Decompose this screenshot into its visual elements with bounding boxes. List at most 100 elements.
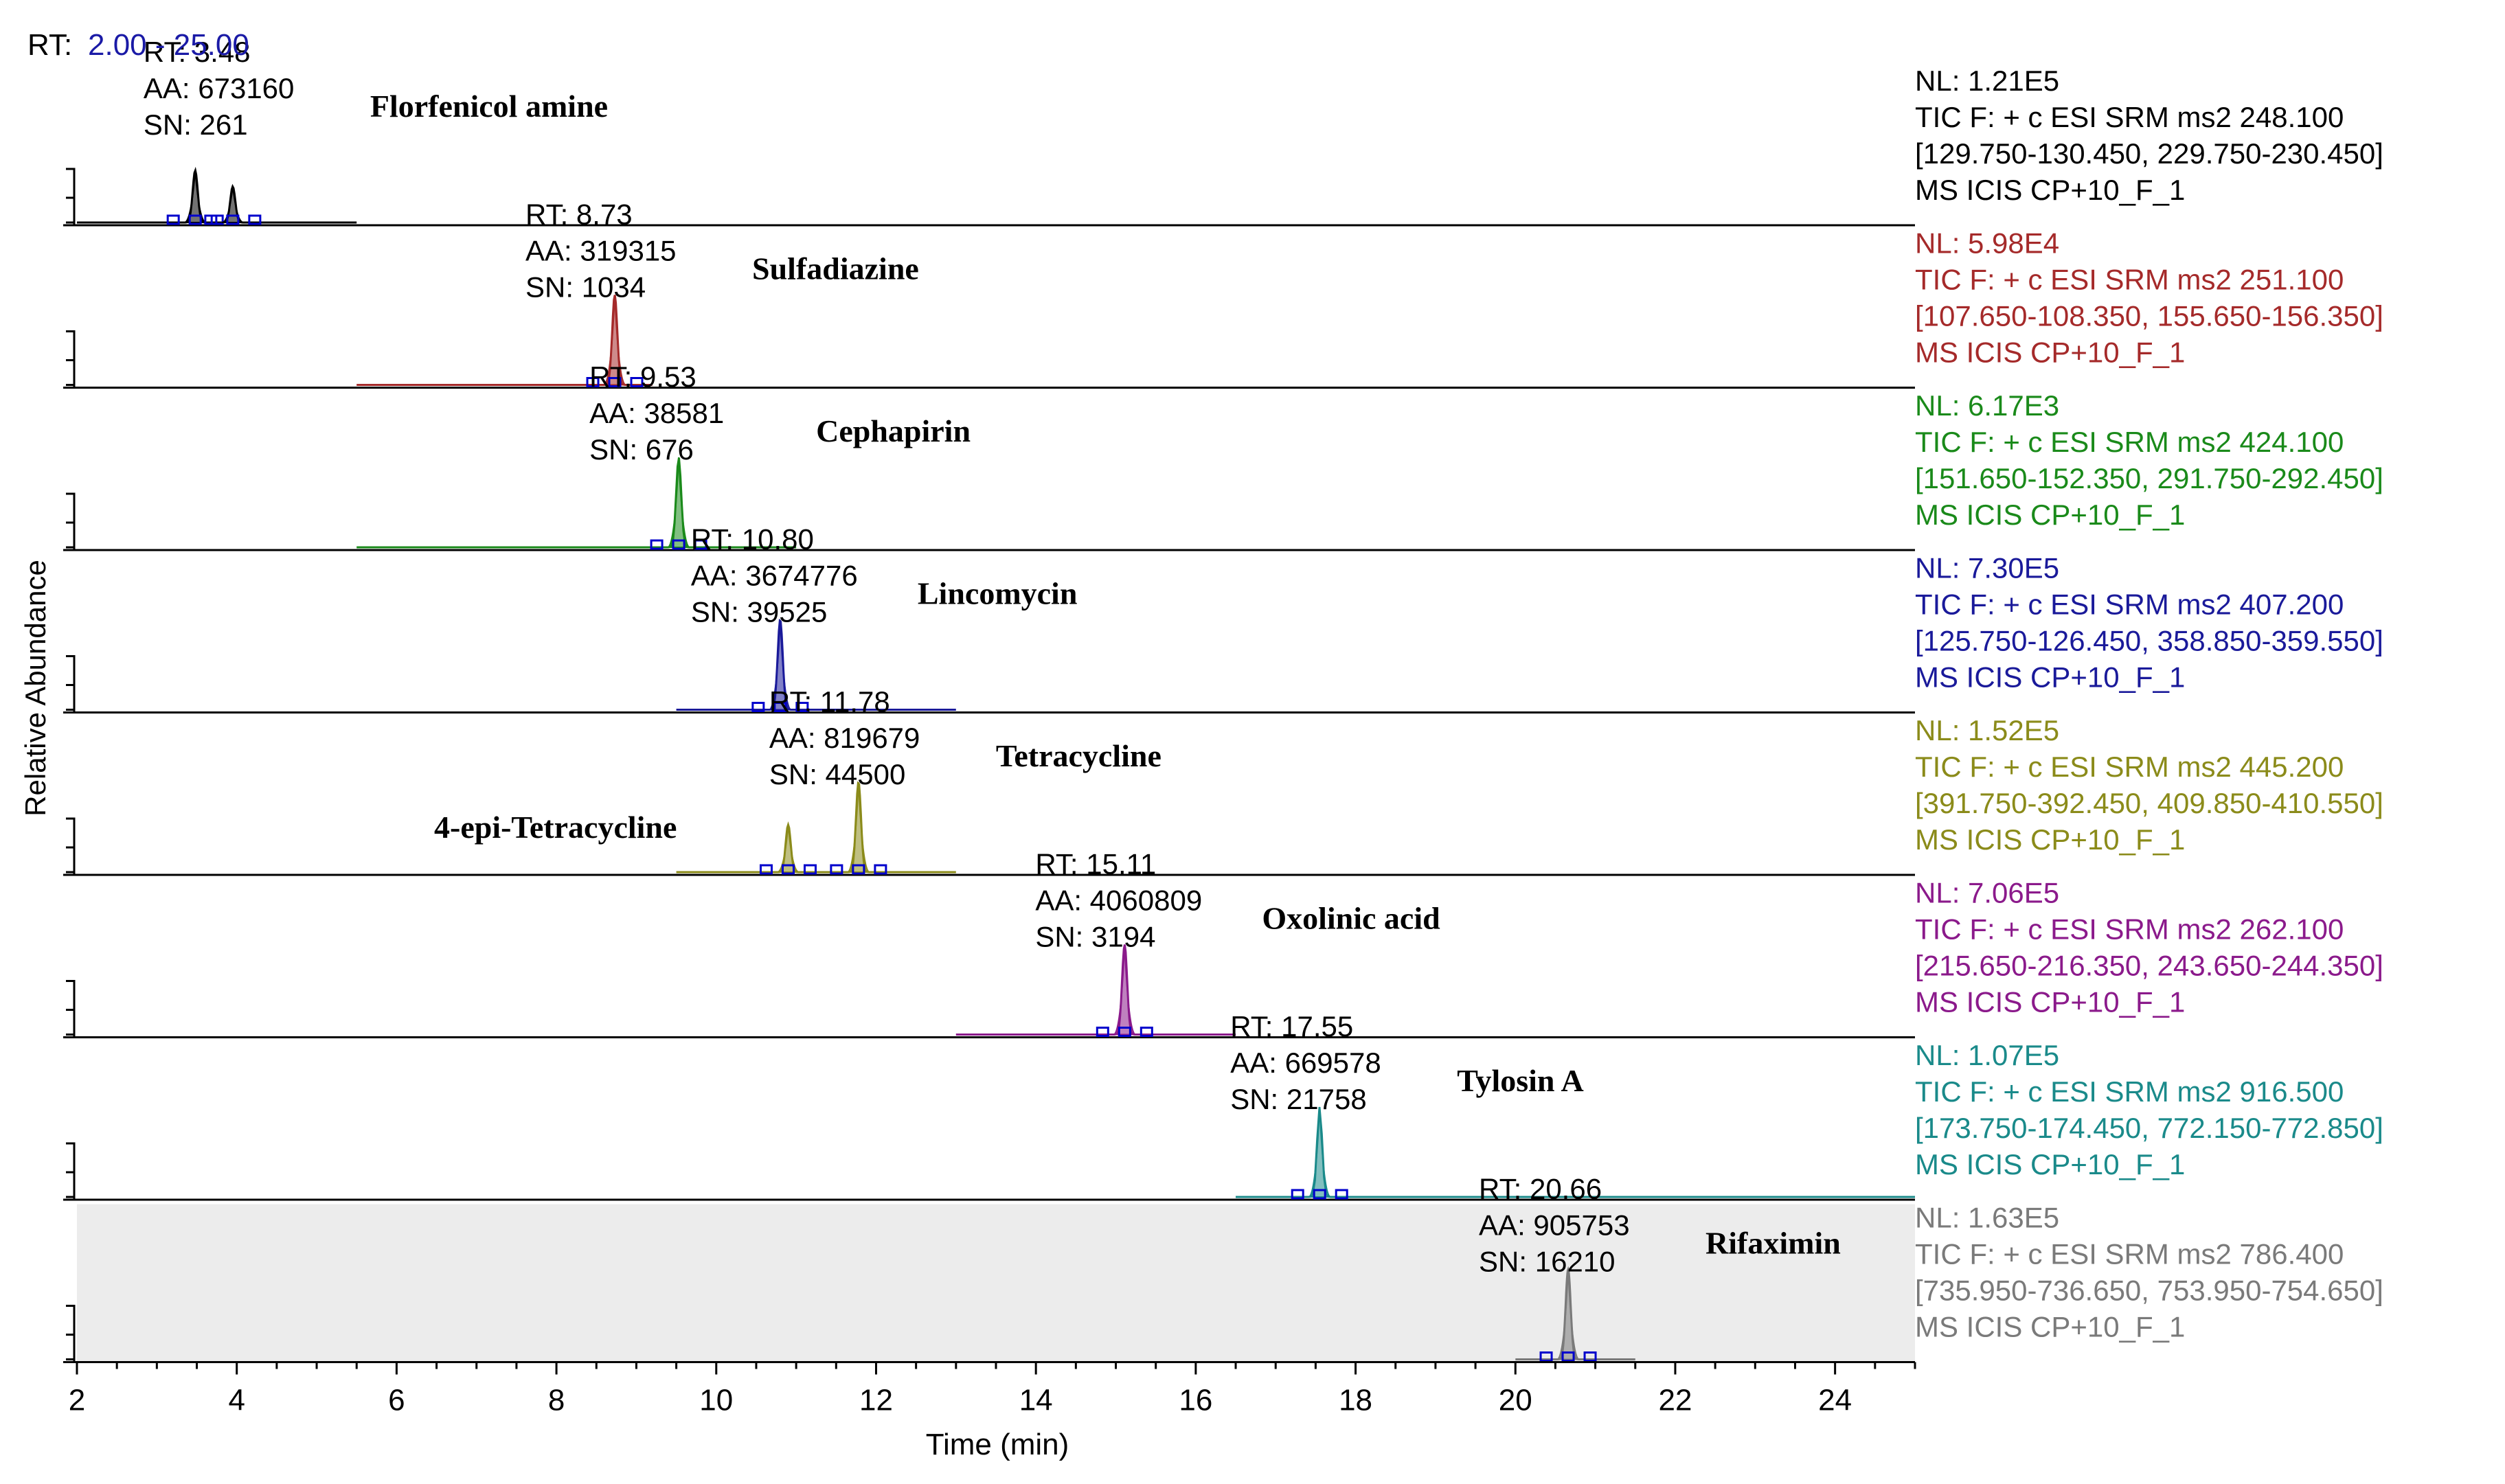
compound-label: Oxolinic acid (1262, 901, 1440, 936)
peak-boundary-marker (586, 377, 600, 387)
x-tick-label: 12 (859, 1384, 893, 1417)
peak-boundary-marker (1583, 1351, 1597, 1362)
panel: RT: 17.55 AA: 669578 SN: 21758 Tylosin A NL:… (63, 1010, 2383, 1201)
peak-rt-label: RT: 9.53 (589, 361, 696, 393)
panel-y-bracket (66, 1305, 76, 1362)
compound-label: Tetracycline (996, 738, 1161, 773)
peak-boundary-marker (204, 214, 218, 225)
info-range: [107.650-108.350, 155.650-156.350] (1915, 300, 2383, 332)
x-tick-label: 6 (388, 1384, 405, 1417)
peak-aa-label: AA: 3674776 (691, 560, 858, 592)
peak-area (1556, 1269, 1580, 1360)
peak-aa-label: AA: 669578 (1230, 1047, 1381, 1079)
peak-boundary-marker (803, 864, 817, 875)
peak-aa-label: AA: 673160 (144, 72, 295, 104)
info-ms: MS ICIS CP+10_F_1 (1915, 174, 2185, 206)
panel-y-bracket (66, 330, 76, 388)
panel-y-bracket (66, 168, 76, 225)
peak-boundary-marker (1096, 1027, 1109, 1037)
peak-rt-label: RT: 11.78 (769, 685, 890, 718)
x-tick-label: 10 (699, 1384, 733, 1417)
peak-area (847, 781, 870, 873)
peak-rt-label: RT: 15.11 (1035, 848, 1156, 880)
peak-rt-label: RT: 8.73 (525, 198, 633, 231)
compound-label-extra: 4-epi-Tetracycline (434, 810, 677, 845)
peak-area (221, 186, 245, 223)
panel: RT: 3.48 AA: 673160 SN: 261 Florfenicol ami… (63, 36, 2383, 227)
peak-rt-label: RT: 17.55 (1230, 1010, 1353, 1042)
info-range: [735.950-736.650, 753.950-754.650] (1915, 1275, 2383, 1307)
peak-boundary-marker (650, 539, 664, 550)
panel: RT: 20.66 AA: 905753 SN: 16210 Rifaximin NL:… (63, 1173, 2383, 1363)
peak-boundary-marker (781, 864, 795, 875)
x-tick-label: 14 (1019, 1384, 1053, 1417)
info-ms: MS ICIS CP+10_F_1 (1915, 336, 2185, 369)
y-axis-label: Relative Abundance (19, 560, 52, 817)
info-range: [173.750-174.450, 772.150-772.850] (1915, 1112, 2383, 1144)
x-tick-label: 16 (1179, 1384, 1212, 1417)
panel-y-bracket (66, 1142, 76, 1200)
x-tick-label: 4 (228, 1384, 245, 1417)
peak-area (777, 824, 800, 873)
peak-sn-label: SN: 21758 (1230, 1083, 1366, 1115)
peak-sn-label: SN: 3194 (1035, 921, 1155, 953)
peak-boundary-marker (751, 702, 765, 712)
peak-area (603, 295, 626, 386)
peak-area (1113, 944, 1136, 1036)
peak-boundary-marker (1561, 1351, 1575, 1362)
peak-boundary-marker (1118, 1027, 1131, 1037)
peak-boundary-marker (1335, 1189, 1348, 1200)
peak-boundary-marker (188, 214, 202, 225)
compound-label: Florfenicol amine (370, 89, 608, 124)
peak-boundary-marker (1140, 1027, 1153, 1037)
trace-line (676, 781, 956, 874)
info-ms: MS ICIS CP+10_F_1 (1915, 986, 2185, 1018)
compound-label: Rifaximin (1705, 1226, 1841, 1261)
info-tic: TIC F: + c ESI SRM ms2 251.100 (1915, 264, 2344, 296)
peak-boundary-marker (248, 214, 262, 225)
peak-aa-label: AA: 819679 (769, 722, 920, 754)
peak-aa-label: AA: 905753 (1479, 1209, 1630, 1242)
peak-sn-label: SN: 676 (589, 433, 694, 466)
x-tick-label: 18 (1339, 1384, 1372, 1417)
peak-boundary-marker (630, 377, 644, 387)
panel: RT: 8.73 AA: 319315 SN: 1034 Sulfadiazine NL… (63, 198, 2383, 389)
peak-sn-label: SN: 1034 (525, 271, 646, 304)
info-range: [129.750-130.450, 229.750-230.450] (1915, 137, 2383, 170)
panel: RT: 10.80 AA: 3674776 SN: 39525 Lincomycin N… (63, 523, 2383, 714)
compound-label: Lincomycin (918, 576, 1078, 611)
peak-boundary-marker (608, 377, 622, 387)
peak-aa-label: AA: 319315 (525, 235, 677, 267)
compound-label: Sulfadiazine (752, 251, 919, 286)
peak-boundary-marker (1539, 1351, 1553, 1362)
peak-rt-label: RT: 3.48 (144, 36, 251, 68)
info-range: [391.750-392.450, 409.850-410.550] (1915, 787, 2383, 819)
peak-boundary-marker (166, 214, 180, 225)
panel-y-bracket (66, 655, 76, 713)
peak-boundary-marker (1313, 1189, 1326, 1200)
info-nl: NL: 7.30E5 (1915, 552, 2059, 584)
peak-boundary-marker (795, 702, 809, 712)
peak-aa-label: AA: 4060809 (1035, 884, 1202, 917)
trace-line (676, 618, 956, 711)
info-tic: TIC F: + c ESI SRM ms2 786.400 (1915, 1238, 2344, 1270)
info-nl: NL: 1.21E5 (1915, 65, 2059, 97)
peak-area (667, 457, 690, 548)
trace-line (356, 457, 797, 549)
info-tic: TIC F: + c ESI SRM ms2 407.200 (1915, 589, 2344, 621)
info-range: [151.650-152.350, 291.750-292.450] (1915, 462, 2383, 494)
peak-boundary-marker (1291, 1189, 1304, 1200)
rt-range: 2.00 - 25.00 (88, 28, 249, 62)
panel: RT: 11.78 AA: 819679 SN: 44500 Tetracycline… (63, 685, 2383, 876)
info-nl: NL: 7.06E5 (1915, 877, 2059, 909)
info-tic: TIC F: + c ESI SRM ms2 916.500 (1915, 1075, 2344, 1108)
compound-label: Tylosin A (1457, 1063, 1584, 1098)
x-tick-label: 20 (1499, 1384, 1532, 1417)
panel-y-bracket (66, 980, 76, 1038)
info-ms: MS ICIS CP+10_F_1 (1915, 823, 2185, 856)
peak-boundary-marker (830, 864, 843, 875)
x-tick-label: 8 (548, 1384, 565, 1417)
peak-boundary-marker (773, 702, 787, 712)
peak-boundary-marker (852, 864, 865, 875)
peak-area (769, 619, 792, 711)
